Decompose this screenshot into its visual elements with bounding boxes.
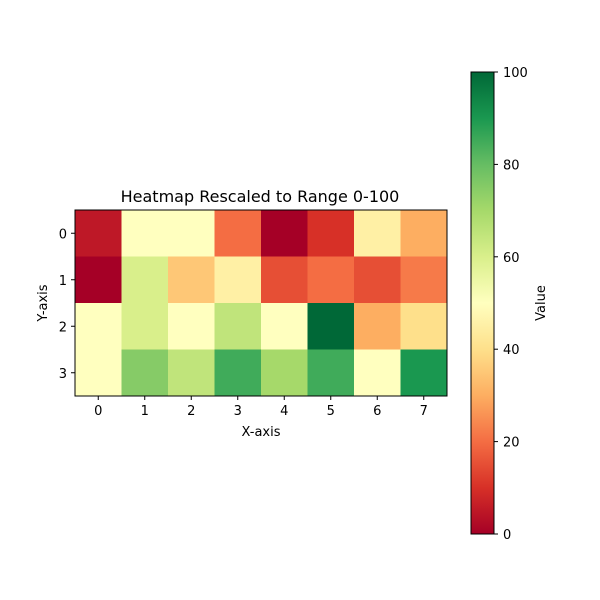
heatmap-cell [75, 303, 122, 350]
heatmap-cell [168, 349, 215, 397]
colorbar-tick-label: 0 [503, 528, 511, 543]
heatmap-cell [354, 303, 401, 350]
heatmap-cell [261, 349, 308, 397]
y-axis-label: Y-axis [36, 284, 51, 322]
heatmap-cell [121, 210, 169, 257]
heatmap-cell [168, 256, 215, 304]
x-tick-label: 5 [327, 404, 335, 419]
x-tick-label: 0 [94, 404, 102, 419]
x-tick-label: 2 [187, 404, 195, 419]
colorbar-tick-label: 40 [503, 343, 520, 358]
heatmap-cell [121, 303, 169, 350]
heatmap-cell [214, 256, 262, 304]
x-tick-label: 3 [234, 404, 242, 419]
heatmap-cell [75, 349, 122, 397]
heatmap-cell [261, 303, 308, 350]
heatmap-cell [354, 210, 401, 257]
heatmap-cell [214, 210, 262, 257]
colorbar-label: Value [534, 285, 549, 321]
colorbar-tick-label: 20 [503, 436, 520, 451]
heatmap-cell [307, 303, 355, 350]
heatmap-cell [261, 256, 308, 304]
chart-title: Heatmap Rescaled to Range 0-100 [121, 187, 400, 206]
heatmap-cell [307, 256, 355, 304]
colorbar-ticks: 0 20 40 60 80 100 [494, 66, 528, 543]
colorbar-tick-label: 60 [503, 251, 520, 266]
plot-frame [74, 209, 448, 397]
x-tick-label: 4 [280, 404, 288, 419]
x-tick-label: 7 [420, 404, 428, 419]
heatmap-cell [354, 256, 401, 304]
heatmap-cell [307, 349, 355, 397]
heatmap-cell [214, 349, 262, 397]
heatmap-cell [400, 349, 448, 397]
colorbar [470, 71, 495, 535]
y-axis-ticks: 0 1 2 3 [59, 227, 75, 382]
heatmap-cells [75, 210, 448, 397]
colorbar-tick-label: 100 [503, 66, 528, 81]
x-axis-ticks: 0 1 2 3 4 5 6 7 [94, 396, 428, 419]
heatmap-cell [121, 349, 169, 397]
heatmap-cell [121, 256, 169, 304]
y-tick-label: 0 [59, 227, 67, 242]
x-tick-label: 6 [373, 404, 381, 419]
heatmap-cell [354, 349, 401, 397]
heatmap-cell [75, 210, 122, 257]
heatmap-cell [261, 210, 308, 257]
y-tick-label: 2 [59, 320, 67, 335]
heatmap-cell [168, 210, 215, 257]
colorbar-tick-label: 80 [503, 158, 520, 173]
x-tick-label: 1 [141, 404, 149, 419]
heatmap-cell [400, 210, 448, 257]
heatmap-cell [75, 256, 122, 304]
heatmap-cell [307, 210, 355, 257]
x-axis-label: X-axis [242, 425, 281, 440]
heatmap-cell [168, 303, 215, 350]
heatmap-cell [214, 303, 262, 350]
y-tick-label: 1 [59, 274, 67, 289]
heatmap-cell [400, 256, 448, 304]
y-tick-label: 3 [59, 367, 67, 382]
heatmap-cell [400, 303, 448, 350]
